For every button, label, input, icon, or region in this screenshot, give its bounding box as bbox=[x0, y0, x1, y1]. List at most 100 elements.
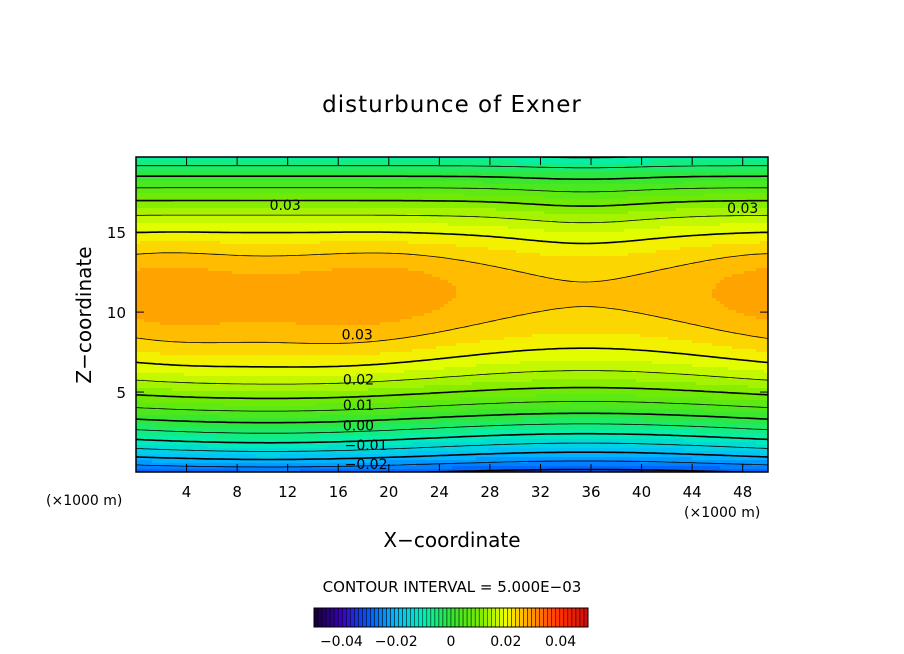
colorbar-tick-label: 0.04 bbox=[545, 634, 576, 650]
colorbar-cell bbox=[362, 607, 367, 628]
contour-band-cell bbox=[160, 322, 221, 326]
contour-line bbox=[136, 214, 768, 385]
contour-band-cell bbox=[508, 316, 661, 320]
contour-band-cell bbox=[692, 364, 768, 368]
contour-band-cell bbox=[136, 457, 189, 461]
contour-band-cell bbox=[484, 439, 685, 443]
contour-band-cell bbox=[136, 442, 413, 446]
contour-band-cell bbox=[716, 283, 768, 287]
contour-band-cell bbox=[596, 280, 721, 284]
contour-band-cell bbox=[652, 361, 768, 365]
contour-band-cell bbox=[456, 289, 713, 293]
contour-band-cell bbox=[472, 430, 697, 434]
contour-band-cell bbox=[484, 187, 689, 191]
colorbar-cell bbox=[519, 607, 524, 628]
colorbar-cell bbox=[499, 607, 504, 628]
contour-band-cell bbox=[756, 349, 768, 353]
contour-band-cell bbox=[432, 274, 537, 278]
colorbar-cell bbox=[454, 607, 460, 628]
colorbar-cell bbox=[543, 607, 548, 628]
contour-band-cell bbox=[404, 433, 525, 437]
contour-band-cell bbox=[136, 301, 449, 305]
contour-band-cell bbox=[136, 280, 449, 284]
contour-band-cell bbox=[668, 337, 768, 341]
x-tick-label: 44 bbox=[683, 483, 702, 501]
x-axis-label: X−coordinate bbox=[383, 528, 520, 552]
contour-band-cell bbox=[136, 448, 165, 452]
contour-band-cell bbox=[400, 400, 573, 404]
contour-band-cell bbox=[400, 412, 557, 416]
contour-band-cell bbox=[508, 226, 661, 230]
contour-band-cell bbox=[660, 217, 768, 221]
contour-band-cell bbox=[704, 409, 768, 413]
contour-band-cell bbox=[440, 307, 561, 311]
contour-band-cell bbox=[136, 331, 437, 335]
x-tick-label: 8 bbox=[232, 483, 242, 501]
colorbar-cell bbox=[567, 607, 573, 628]
contour-band-cell bbox=[136, 214, 421, 218]
contour-band-cell bbox=[184, 364, 361, 368]
contour-band-cell bbox=[136, 250, 517, 254]
contour-band-cell bbox=[388, 394, 537, 398]
contour-band-cell bbox=[136, 403, 225, 407]
contour-band-cell bbox=[136, 208, 497, 212]
contour-band-cell bbox=[708, 259, 768, 263]
contour-band-cell bbox=[320, 415, 461, 419]
contour-band-cell bbox=[524, 313, 649, 317]
contour-band-cell bbox=[712, 289, 768, 293]
contour-band-cell bbox=[640, 334, 749, 338]
plot-frame bbox=[135, 156, 769, 473]
contour-band-cell bbox=[136, 388, 173, 392]
contour-band-cell bbox=[704, 325, 768, 329]
x-axis-ticks: 4 8 12 16 20 24 28 32 36 40 44 48 bbox=[182, 157, 752, 501]
contour-line bbox=[136, 231, 768, 368]
contour-band-cell bbox=[644, 238, 768, 242]
contour-band-cell bbox=[356, 373, 485, 377]
colorbar-cell bbox=[406, 607, 411, 628]
contour-band-cell bbox=[544, 196, 629, 200]
contour-band-cell bbox=[208, 268, 333, 272]
chart-title: disturbunce of Exner bbox=[322, 92, 582, 118]
contour-band-cell bbox=[680, 247, 768, 251]
colorbar-frame bbox=[313, 607, 589, 628]
contour-band-cell bbox=[552, 220, 621, 224]
contour-band-cell bbox=[464, 193, 705, 197]
contour-band-cell bbox=[644, 418, 768, 422]
contour-band-cell bbox=[504, 337, 669, 341]
contour-band-cell bbox=[172, 340, 373, 344]
contour-band-cell bbox=[532, 334, 641, 338]
contour-band-cell bbox=[712, 244, 768, 248]
x-tick-label: 28 bbox=[480, 483, 499, 501]
contour-band-cell bbox=[616, 166, 768, 170]
y-axis-label: Z−coordinate bbox=[72, 246, 96, 383]
x-tick-label: 4 bbox=[182, 483, 192, 501]
contour-band-cell bbox=[300, 421, 445, 425]
contour-band-cell bbox=[648, 271, 745, 275]
contour-band-cell bbox=[328, 382, 473, 386]
contour-label: 0.03 bbox=[342, 327, 373, 343]
contour-line bbox=[136, 451, 768, 461]
contour-band-cell bbox=[136, 364, 185, 368]
contour-band-cell bbox=[368, 388, 505, 392]
contour-band-cell bbox=[136, 268, 141, 272]
contour-band-cell bbox=[444, 367, 729, 371]
contour-band-cell bbox=[136, 190, 565, 194]
contour-band-cell bbox=[136, 385, 425, 389]
contour-band-cell bbox=[136, 163, 768, 167]
contour-band-cell bbox=[408, 241, 561, 245]
contour-band-cell bbox=[504, 388, 669, 392]
contour-band-cell bbox=[136, 244, 457, 248]
x-tick-label: 40 bbox=[632, 483, 651, 501]
colorbar-cell bbox=[366, 607, 371, 628]
contour-band-cell bbox=[424, 313, 525, 317]
contour-band-cell bbox=[744, 214, 768, 218]
contour-band-cell bbox=[516, 160, 653, 164]
colorbar-cell bbox=[515, 607, 520, 628]
contour-band-cell bbox=[744, 271, 768, 275]
contour-band-cell bbox=[404, 370, 537, 374]
contour-label: −0.02 bbox=[345, 457, 388, 473]
contour-band-cell bbox=[628, 196, 768, 200]
contour-band-cell bbox=[680, 352, 768, 356]
colorbar-cell bbox=[555, 607, 561, 628]
contour-band-cell bbox=[136, 274, 433, 278]
